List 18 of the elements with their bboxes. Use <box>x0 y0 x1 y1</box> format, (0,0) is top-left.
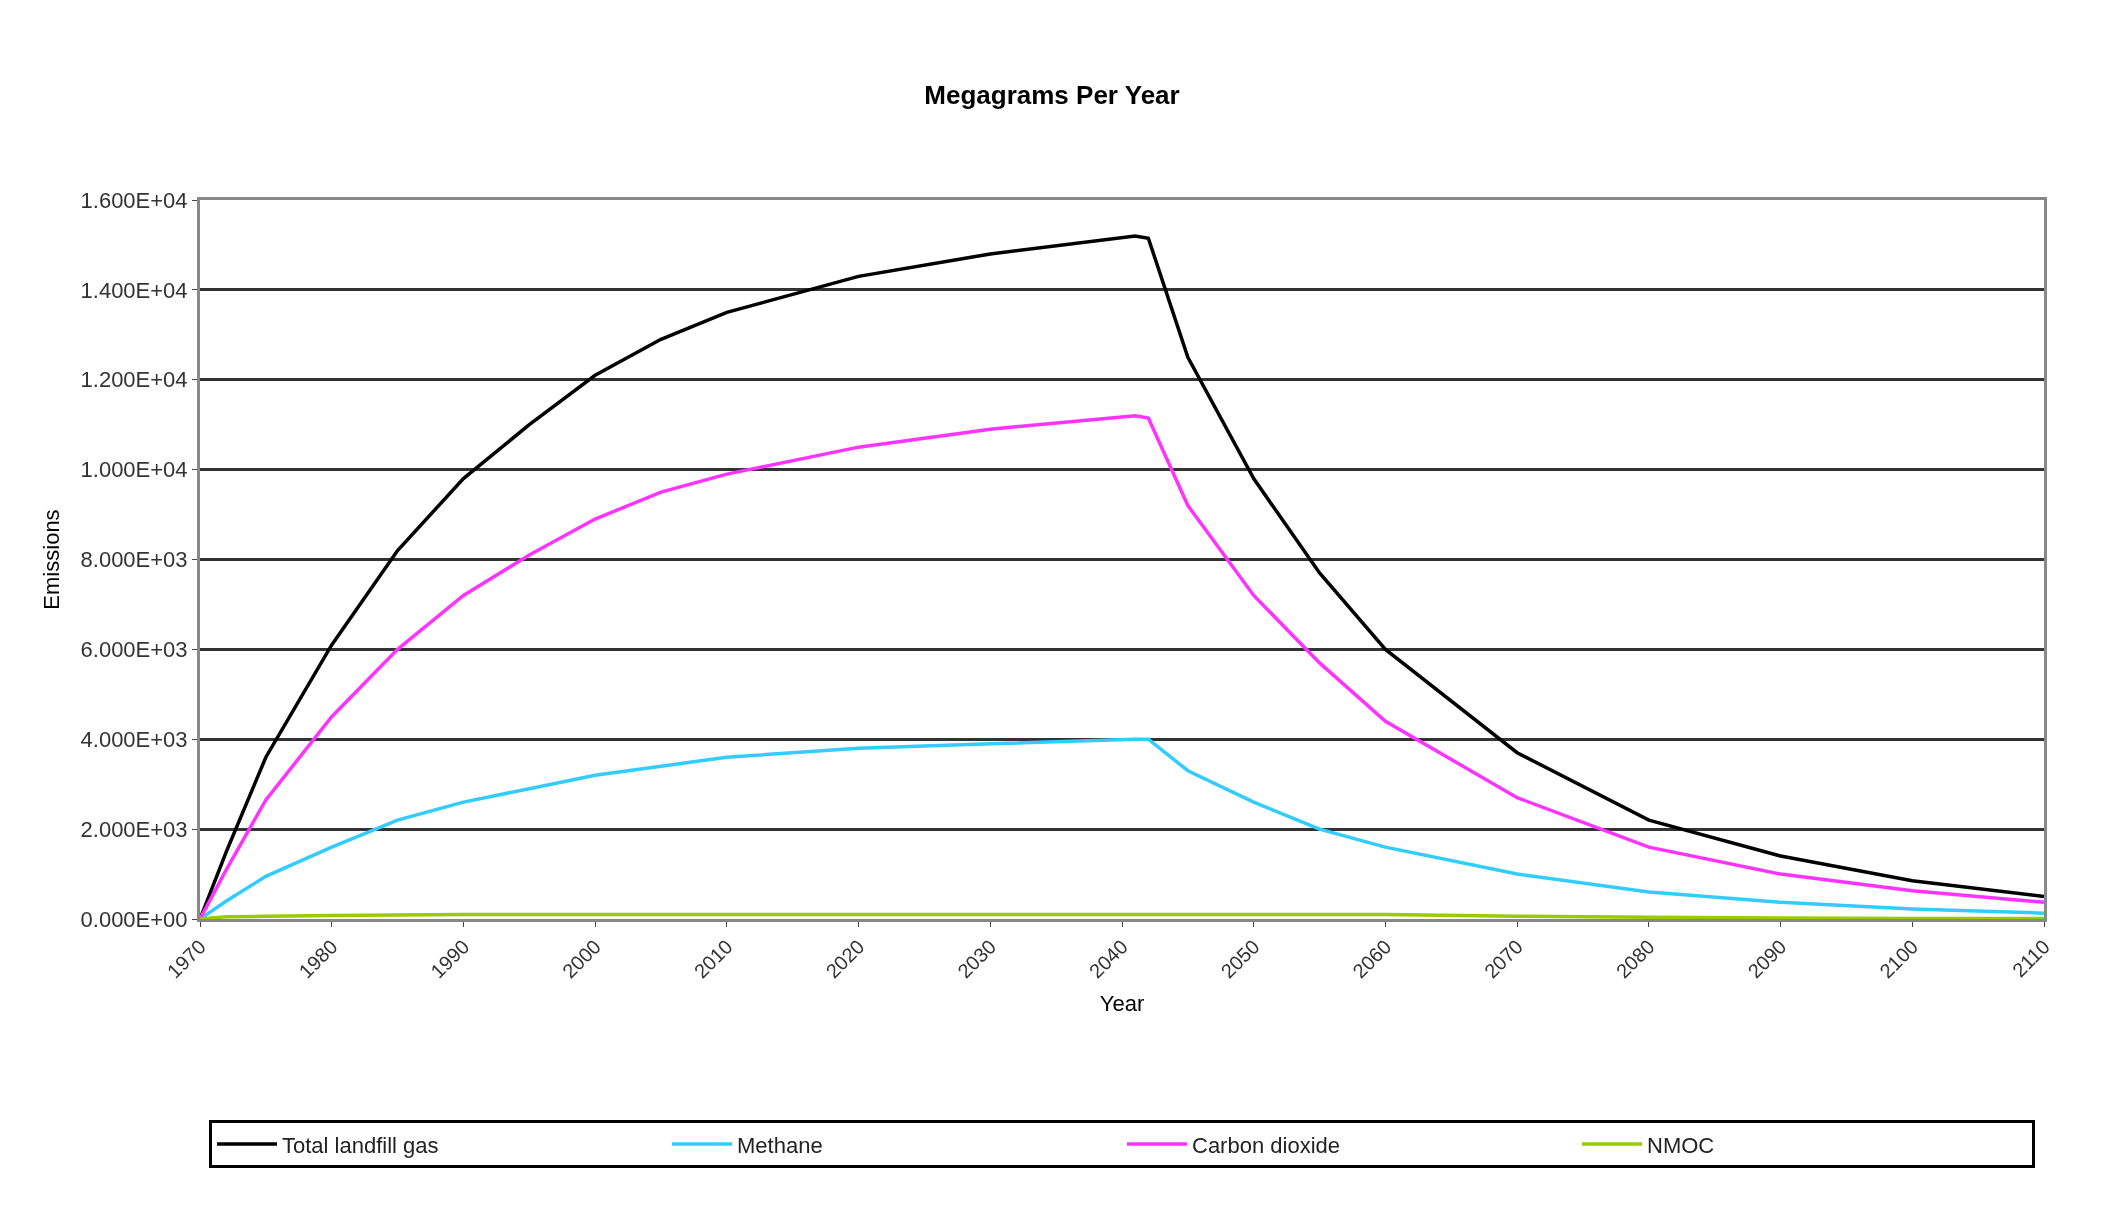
x-axis-title: Year <box>1099 991 1145 1017</box>
y-tick-label: 1.200E+04 <box>80 367 188 393</box>
y-tick-label: 2.000E+03 <box>80 816 188 842</box>
line-series <box>200 413 2044 919</box>
legend-label: NMOC <box>1647 1132 1715 1158</box>
y-axis-title: Emissions <box>39 509 65 610</box>
y-tick-label: 0.000E+00 <box>80 906 188 932</box>
line-series <box>200 737 2044 919</box>
y-tick-label: 1.600E+04 <box>80 187 188 213</box>
y-tick-label: 1.400E+04 <box>80 277 188 303</box>
y-tick-label: 1.000E+04 <box>80 457 188 483</box>
y-tick-label: 4.000E+03 <box>80 726 188 752</box>
y-tick-label: 8.000E+03 <box>80 547 188 573</box>
legend-label: Carbon dioxide <box>1192 1132 1340 1158</box>
chart-title: Megagrams Per Year <box>924 79 1180 110</box>
legend-label: Total landfill gas <box>282 1132 439 1158</box>
y-tick-label: 6.000E+03 <box>80 637 188 663</box>
legend-label: Methane <box>737 1132 823 1158</box>
